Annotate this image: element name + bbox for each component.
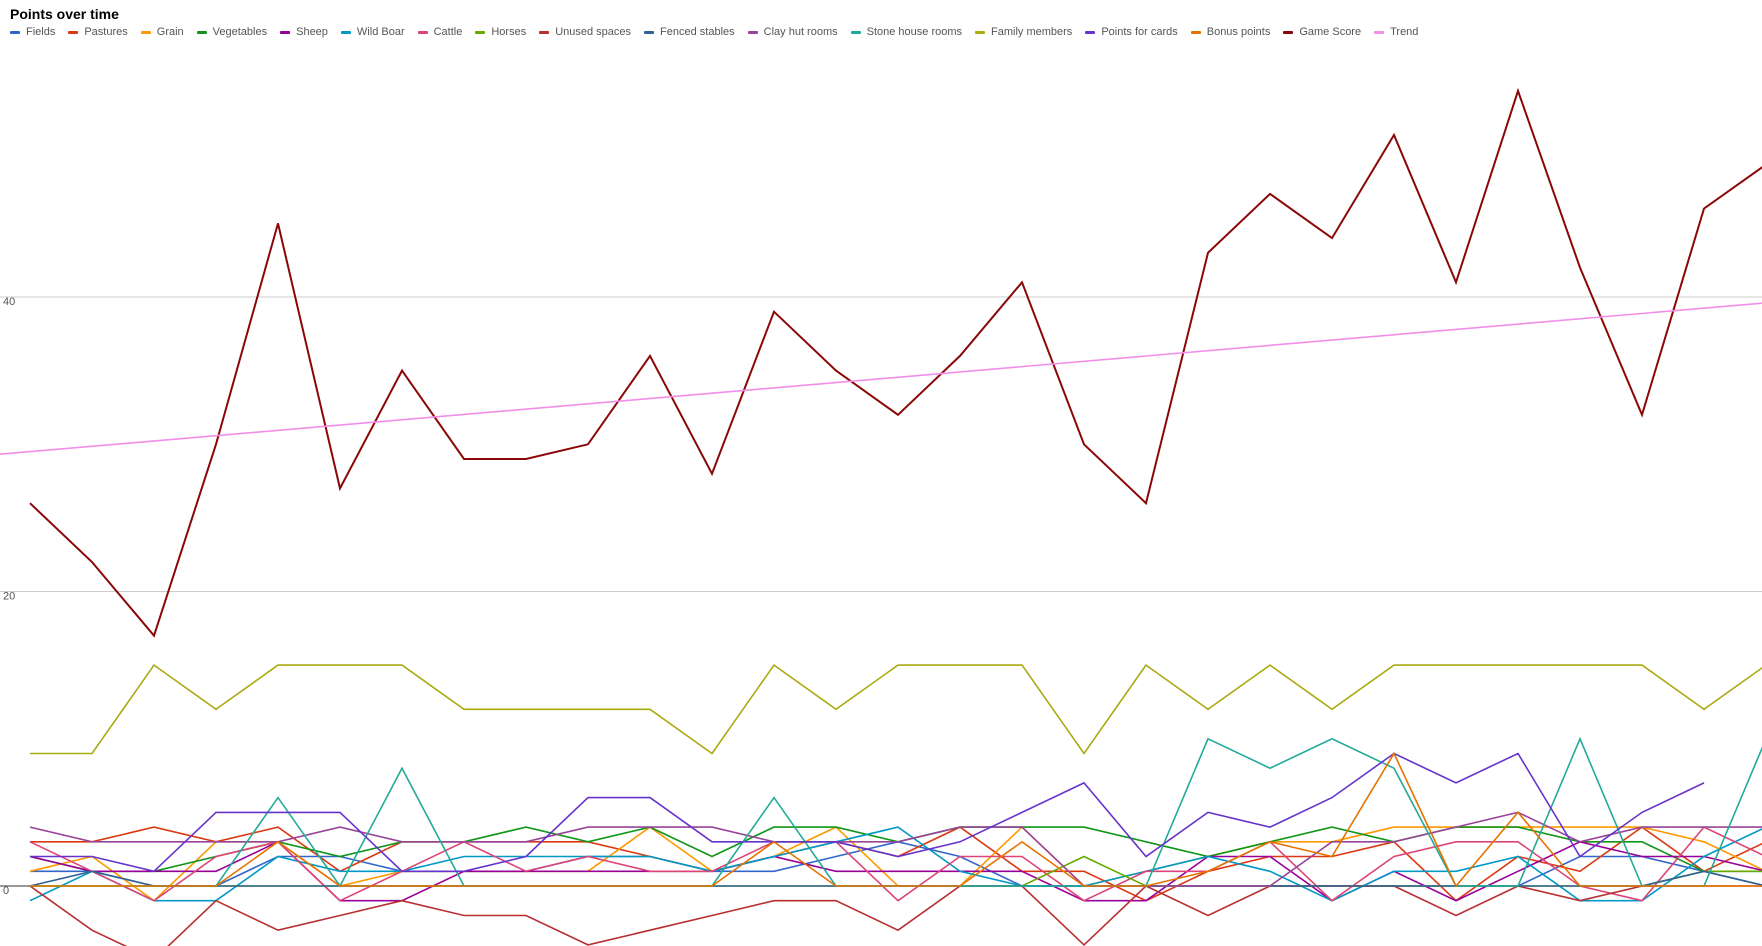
legend-label: Stone house rooms (866, 26, 963, 38)
legend-swatch (417, 30, 428, 34)
legend-label: Trend (1390, 26, 1419, 38)
legend-item-unused-spaces[interactable]: Unused spaces (539, 26, 631, 38)
y-tick-label-0: 0 (3, 885, 9, 897)
chart-title: Points over time (10, 6, 119, 22)
y-tick-label-20: 20 (3, 591, 15, 603)
legend-swatch (140, 30, 151, 34)
legend-item-family-members[interactable]: Family members (975, 26, 1072, 38)
legend-item-cattle[interactable]: Cattle (417, 26, 463, 38)
legend-label: Wild Boar (356, 26, 405, 38)
series-line-vegetables[interactable] (29, 826, 1762, 873)
gridlines: 0 20 40 (0, 296, 1762, 897)
legend-item-horses[interactable]: Horses (475, 26, 526, 38)
legend-item-game-score[interactable]: Game Score (1283, 26, 1361, 38)
legend-swatch (850, 30, 861, 34)
legend-item-sheep[interactable]: Sheep (280, 26, 328, 38)
legend-swatch (1374, 30, 1385, 34)
series-line-cattle[interactable] (29, 826, 1762, 902)
legend-item-wild-boar[interactable]: Wild Boar (340, 26, 405, 38)
legend-label: Grain (156, 26, 184, 38)
legend-label: Unused spaces (555, 26, 632, 38)
legend-label: Sheep (296, 26, 328, 38)
legend-item-grain[interactable]: Grain (140, 26, 184, 38)
legend-label: Family members (991, 26, 1073, 38)
legend-swatch (475, 30, 486, 34)
series-line-grain[interactable] (29, 825, 1762, 902)
legend-swatch (1283, 30, 1294, 34)
legend-label: Fenced stables (660, 26, 735, 38)
series-line-bonus-points[interactable] (30, 751, 1762, 888)
legend-swatch (539, 30, 550, 34)
legend-swatch (1190, 30, 1201, 34)
series-line-unused-spaces[interactable] (29, 885, 1762, 946)
legend-item-pastures[interactable]: Pastures (68, 26, 128, 38)
legend-item-fenced-stables[interactable]: Fenced stables (644, 26, 735, 38)
legend-label: Points for cards (1101, 26, 1178, 38)
legend-item-stone-house-rooms[interactable]: Stone house rooms (850, 26, 963, 38)
legend-label: Horses (491, 26, 527, 38)
series-line-game-score[interactable] (29, 87, 1762, 638)
legend-swatch (280, 30, 291, 34)
legend-swatch (975, 30, 986, 34)
legend-label: Vegetables (212, 26, 268, 38)
legend-swatch (644, 30, 655, 34)
y-tick-label-40: 40 (3, 296, 15, 308)
legend-item-points-for-cards[interactable]: Points for cards (1085, 26, 1178, 38)
series-lines (0, 87, 1762, 946)
legend-item-trend[interactable]: Trend (1374, 26, 1418, 38)
legend-item-clay-hut-rooms[interactable]: Clay hut rooms (747, 26, 838, 38)
legend-item-bonus-points[interactable]: Bonus points (1190, 26, 1271, 38)
legend[interactable]: Fields Pastures Grain Vegetables Sheep Wild B… (10, 26, 1418, 38)
series-line-family-members[interactable] (30, 663, 1762, 755)
legend-swatch (747, 30, 758, 34)
legend-label: Game Score (1299, 26, 1362, 38)
legend-label: Clay hut rooms (763, 26, 838, 38)
legend-swatch (68, 30, 79, 34)
legend-swatch (10, 30, 20, 34)
legend-swatch (1085, 30, 1096, 34)
series-line-points-for-cards[interactable] (30, 752, 1705, 873)
legend-label: Bonus points (1206, 26, 1271, 38)
legend-label: Pastures (84, 26, 128, 38)
legend-label: Fields (26, 26, 56, 38)
series-line-clay-hut-rooms[interactable] (29, 811, 1762, 887)
legend-item-vegetables[interactable]: Vegetables (196, 26, 268, 38)
series-line-trend[interactable] (0, 302, 1762, 455)
series-line-pastures[interactable] (30, 826, 1762, 902)
legend-item-fields[interactable]: Fields (10, 26, 55, 38)
legend-swatch (196, 30, 207, 34)
series-line-wild-boar[interactable] (29, 826, 1762, 902)
legend-swatch (340, 30, 351, 34)
legend-label: Cattle (433, 26, 463, 38)
